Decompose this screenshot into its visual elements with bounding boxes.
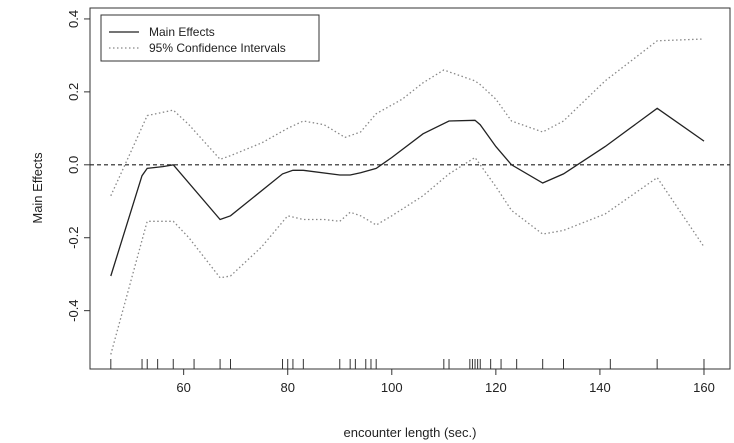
y-tick-label: -0.4 bbox=[66, 299, 81, 321]
legend-label-confidence-intervals: 95% Confidence Intervals bbox=[149, 41, 286, 55]
y-tick-label: -0.2 bbox=[66, 227, 81, 249]
y-axis: -0.4 -0.2 0.0 0.2 0.4 bbox=[66, 10, 90, 322]
ci-lower-line bbox=[110, 156, 705, 355]
ci-upper-line bbox=[110, 38, 705, 197]
y-tick-label: 0.2 bbox=[66, 83, 81, 101]
x-axis-label: encounter length (sec.) bbox=[344, 425, 477, 440]
x-tick-label: 160 bbox=[693, 380, 715, 395]
x-tick-label: 60 bbox=[176, 380, 190, 395]
rug-layer bbox=[110, 359, 705, 369]
x-tick-label: 80 bbox=[280, 380, 294, 395]
y-tick-label: 0.0 bbox=[66, 156, 81, 174]
x-axis: 60 80 100 120 140 160 bbox=[176, 369, 715, 395]
x-tick-label: 100 bbox=[381, 380, 403, 395]
legend-label-main-effects: Main Effects bbox=[149, 25, 215, 39]
x-tick-label: 120 bbox=[485, 380, 507, 395]
y-tick-label: 0.4 bbox=[66, 10, 81, 28]
legend: Main Effects 95% Confidence Intervals bbox=[100, 14, 320, 62]
plot-frame bbox=[89, 7, 731, 370]
y-axis-label: Main Effects bbox=[30, 152, 45, 224]
main-effects-line bbox=[110, 107, 705, 277]
series-layer bbox=[110, 38, 705, 355]
legend-box bbox=[100, 14, 320, 62]
x-tick-label: 140 bbox=[589, 380, 611, 395]
